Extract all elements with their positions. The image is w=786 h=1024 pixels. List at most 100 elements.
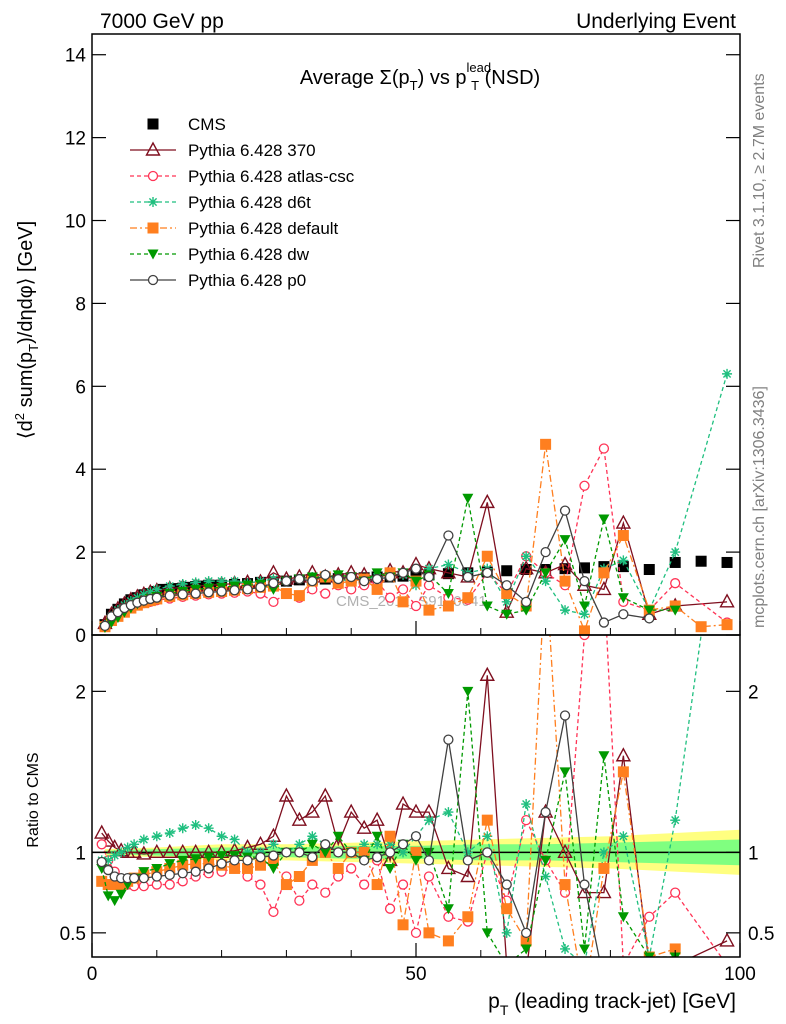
main-point-6-31 [462, 571, 473, 583]
ratio-point-2-14 [242, 847, 253, 858]
main-point-6-28 [410, 563, 422, 574]
ratio-point-5-16 [268, 850, 279, 861]
main-y-axis-label: ⟨d2 sum(pT)/dηdφ⟩ [GeV] [12, 221, 41, 439]
main-point-4-31 [462, 592, 474, 604]
main-point-3-8 [151, 584, 162, 595]
main-point-3-33 [501, 596, 512, 607]
ratio-ytick-label-right-1: 1 [748, 843, 759, 864]
ratio-point-4-31 [481, 928, 493, 939]
ratio-point-0-41 [719, 932, 735, 947]
ratio-point-0-8 [162, 843, 178, 859]
ratio-point-5-13 [229, 855, 240, 866]
ratio-point-3-15 [254, 859, 266, 871]
main-point-6-33 [501, 580, 512, 591]
ratio-point-4-28 [423, 847, 435, 858]
ratio-point-2-4 [122, 842, 133, 853]
main-series-6 [99, 505, 655, 632]
ratio-point-5-32 [501, 879, 512, 890]
ratio-point-4-3 [115, 889, 127, 900]
main-point-4-27 [397, 596, 409, 608]
legend-marker-0 [147, 118, 159, 130]
main-point-3-35 [540, 576, 551, 587]
main-point-3-41 [670, 547, 681, 558]
ratio-point-0-22 [343, 803, 359, 818]
main-point-6-20 [307, 575, 318, 587]
ratio-point-2-28 [423, 815, 434, 826]
main-point-1-30 [440, 564, 457, 579]
main-point-4-19 [293, 590, 305, 602]
main-point-4-25 [371, 583, 383, 595]
main-point-6-40 [644, 613, 655, 624]
main-point-3-11 [190, 577, 201, 588]
xtick-label-2: 100 [724, 964, 756, 985]
ratio-point-0-7 [149, 843, 165, 859]
ratio-ytick-label-2: 2 [75, 682, 86, 703]
ratio-point-0-35 [557, 843, 573, 859]
main-point-4-29 [423, 604, 435, 616]
ratio-point-1-23 [359, 879, 370, 890]
ratio-point-1-8 [164, 879, 175, 890]
main-point-6-9 [164, 590, 175, 601]
ratio-point-0-31 [479, 666, 495, 681]
main-point-3-10 [177, 579, 188, 590]
main-point-3-30 [443, 559, 454, 570]
ratio-point-1-25 [384, 903, 396, 914]
ratio-point-1-33 [521, 815, 532, 826]
main-point-6-25 [371, 573, 383, 585]
ratio-point-3-27 [410, 846, 422, 858]
ratio-point-5-0 [96, 856, 107, 868]
ratio-point-3-14 [242, 862, 254, 874]
ratio-point-0-19 [304, 803, 320, 818]
ratio-point-2-37 [598, 847, 609, 858]
ratio-point-2-41 [722, 445, 732, 455]
ratio-point-5-11 [203, 863, 214, 874]
ratio-point-1-39 [644, 911, 655, 922]
main-point-2-41 [670, 578, 681, 589]
ratio-point-4-27 [410, 855, 422, 866]
main-point-1-42 [719, 593, 735, 608]
ratio-point-1-38 [619, 961, 628, 970]
ratio-point-0-36 [576, 884, 593, 899]
ratio-point-3-3 [115, 879, 127, 891]
ratio-point-5-18 [294, 847, 305, 858]
ratio-point-3-32 [501, 903, 513, 915]
main-point-2-38 [598, 443, 610, 454]
ratio-point-2-36 [579, 960, 589, 970]
main-point-5-36 [559, 535, 571, 546]
ratio-point-4-8 [164, 859, 176, 870]
main-point-1-34 [518, 560, 534, 575]
legend-label-4: Pythia 6.428 default [188, 219, 339, 238]
ratio-series-2 [96, 445, 732, 970]
ratio-point-2-26 [398, 847, 409, 858]
ratio-point-1-15 [255, 879, 266, 890]
legend-marker-5 [147, 249, 159, 260]
ratio-point-5-21 [333, 847, 344, 858]
main-point-5-35 [540, 568, 552, 579]
main-point-5-32 [481, 601, 493, 612]
main-ytick-label-6: 12 [65, 129, 86, 150]
main-point-6-11 [190, 588, 201, 599]
ratio-point-2-18 [294, 839, 305, 850]
main-point-6-22 [333, 573, 344, 585]
main-point-4-35 [540, 438, 552, 450]
legend-label-0: CMS [188, 115, 226, 134]
ratio-point-0-38 [615, 747, 632, 762]
ratio-point-2-35 [560, 943, 571, 954]
main-point-0-47 [695, 555, 707, 567]
main-point-0-35 [442, 568, 454, 580]
main-point-5-30 [442, 589, 454, 600]
ratio-point-2-1 [103, 855, 114, 866]
ratio-line-0 [101, 675, 728, 957]
ratio-point-1-36 [579, 635, 590, 641]
main-ytick-label-1: 2 [75, 543, 86, 564]
ratio-point-0-23 [356, 819, 372, 834]
ratio-series-5 [96, 710, 600, 957]
main-point-2-21 [320, 588, 331, 599]
ratio-point-3-28 [423, 927, 435, 939]
ratio-line-1 [101, 635, 723, 957]
main-point-5-41 [669, 605, 681, 616]
ratio-point-2-12 [216, 831, 227, 842]
ratio-point-1-20 [320, 887, 331, 898]
main-point-3-39 [618, 555, 629, 566]
ratio-point-0-1 [100, 832, 116, 847]
